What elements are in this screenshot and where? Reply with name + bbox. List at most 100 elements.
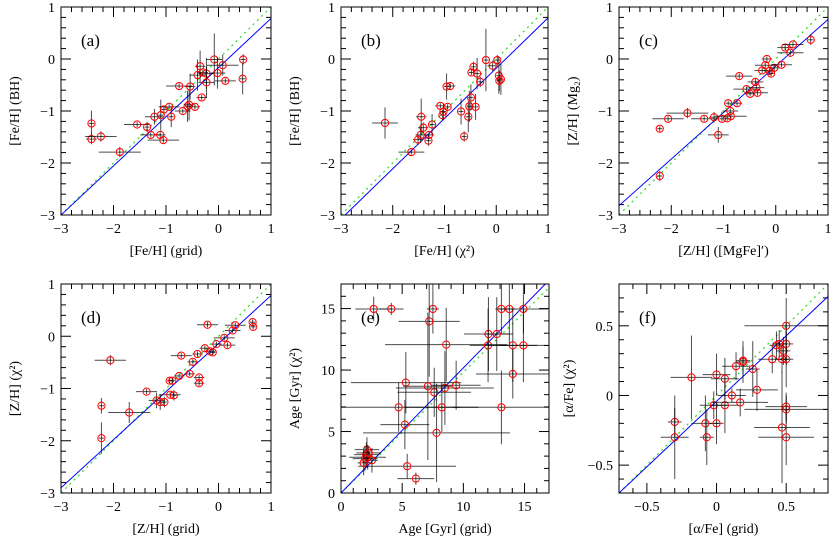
point-marker [493,55,502,65]
data-point [445,81,456,91]
point-marker [185,369,194,378]
point-marker [193,349,202,359]
point-marker [655,124,664,133]
point-marker [146,130,155,140]
data-point [156,99,165,131]
point-marker [702,433,711,442]
data-point [439,103,448,120]
plot-frame [618,283,829,494]
y-tick-label: 0 [606,389,613,404]
point-marker [492,329,501,339]
point-marker [125,408,134,417]
point-marker [367,456,377,465]
panel-label: (c) [639,31,658,50]
point-marker [481,55,490,65]
data-point [167,106,176,128]
data-point [397,472,435,485]
data-point [189,102,201,111]
one-to-one-line [341,7,548,215]
plot-frame [340,6,549,216]
data-point [397,367,471,417]
data-point [731,99,743,108]
y-tick-label: 0 [328,53,335,68]
y-tick-label: 1 [48,278,55,293]
point-marker [115,147,124,157]
point-marker [238,74,247,83]
x-tick-label: 0 [338,500,345,515]
panel-d: −3 −2 −1 0 1 −3 −2 −1 0 1 [Z/H] (grid) [Z/H] (χ²) (d… [8,278,275,537]
x-tick-label: 10 [456,500,470,515]
data-point [652,114,684,123]
point-marker [443,102,452,111]
data-point [666,107,709,119]
point-marker [407,147,416,157]
point-marker [452,381,461,390]
data-point [385,307,508,382]
x-tick-label: −3 [612,222,627,237]
y-tick-label: 0 [328,487,335,502]
data-point [211,339,222,349]
data-point [403,312,453,461]
point-marker [430,388,439,397]
point-marker [150,112,159,121]
point-marker [142,387,151,396]
plot-area [619,7,828,215]
panel-b: −3 −2 −1 0 1 −3 −2 −1 0 1 [Fe/H] (χ²) [Fe/H] (BH) (b… [288,1,552,259]
data-point [174,106,191,116]
point-marker [87,119,96,128]
y-tick-label: −1 [40,105,55,120]
y-axis-title: [Fe/H] (BH) [8,76,23,146]
point-marker [751,77,760,86]
data-point [98,146,141,158]
point-marker [709,113,719,122]
data-point [86,133,97,145]
point-marker [806,35,815,44]
data-point [754,61,776,70]
y-tick-label: 10 [321,364,335,379]
point-marker [670,433,679,442]
data-point [758,409,815,466]
data-point [184,369,195,378]
panel-c: −3 −2 −1 0 1 −3 −2 −1 0 1 [Z/H] ([MgFe]′) [Z/H] (Mg… [566,1,831,259]
point-marker [683,108,692,118]
y-tick-label: −3 [40,209,55,224]
point-marker [735,72,744,81]
point-marker [687,373,696,382]
data-point [481,28,490,92]
point-marker [727,391,736,400]
point-marker [738,356,748,365]
y-axis-title: [Fe/H] (BH) [288,76,303,146]
data-point [136,387,158,396]
data-point [169,390,178,401]
x-tick-label: −0.5 [634,500,659,515]
point-marker [248,318,257,327]
data-point [707,127,729,143]
data-point [416,98,427,135]
x-tick-label: 0 [215,500,222,515]
point-marker [717,114,727,123]
data-point [159,105,168,114]
x-tick-label: −2 [106,222,121,237]
point-marker [106,356,115,365]
point-marker [394,403,403,412]
data-point [761,54,773,64]
data-point [424,135,433,146]
point-marker [133,120,142,129]
data-point [248,318,257,327]
data-point [94,355,127,366]
data-point [398,284,460,377]
point-marker [714,130,723,140]
data-point [493,54,502,66]
x-tick-label: −2 [385,222,400,237]
x-tick-label: −1 [716,222,731,237]
x-tick-label: 5 [399,500,406,515]
y-axis-title: [Z/H] (χ²) [8,361,23,416]
point-marker [440,383,449,393]
point-marker [724,99,733,108]
data-point [702,353,731,396]
data-point [495,70,504,92]
plot-frame [618,6,829,216]
y-axis-title: [α/Fe] (χ²) [562,359,577,417]
data-point [498,308,548,383]
data-point [747,77,764,86]
